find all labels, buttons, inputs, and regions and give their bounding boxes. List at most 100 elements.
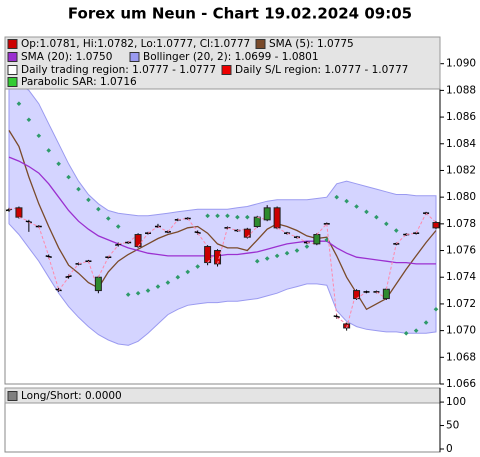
y-tick-label: 1.084 [446,138,476,150]
legend-label: Daily S/L region: 1.0777 - 1.0777 [235,64,408,76]
sar-dot [413,328,419,333]
sar-dot [384,221,389,227]
y-tick-label: 1.072 [446,298,476,310]
gap-line [227,227,238,232]
sar-dot [165,280,171,285]
indicator-line [8,130,437,311]
candle-doji [25,220,33,224]
sar-dot [135,290,141,296]
gap-line [336,316,347,325]
candle-body [134,234,142,248]
gap-line [276,227,288,234]
legend-swatch [7,77,18,87]
legend-swatch [7,65,18,75]
sar-dot [274,253,280,259]
sar-dot [86,197,91,203]
candle-body [432,222,440,229]
candle-body [313,234,321,245]
sar-dot [344,198,349,204]
sar-dot [36,133,42,139]
sar-dot [264,256,270,261]
gap-line [246,226,258,238]
sar-dot [235,214,240,220]
y-tick-label: 1.078 [446,218,476,230]
sar-dot [433,306,439,312]
candle-body [15,207,23,218]
gap-line [415,212,427,234]
sar-dot [374,214,379,220]
gap-line [68,263,79,277]
sar-dot [364,209,369,215]
candle-doji [45,255,52,258]
sar-dot [215,213,220,219]
candle-doji [65,275,72,278]
candle-body [253,216,261,228]
candle-body [263,207,271,221]
sar-dot [334,194,339,200]
y-tick-label: 1.070 [446,325,476,337]
legend-label: Op:1.0781, Hi:1.0782, Lo:1.0777, Cl:1.07… [21,38,250,50]
gap-line [316,223,328,235]
y-tick-label: 1.074 [446,271,476,283]
gap-line [217,227,228,265]
gap-line [18,216,30,222]
sar-dot [294,248,300,253]
sar-dot [225,213,230,219]
gap-line [97,256,109,278]
sar-dot [56,161,61,167]
legend-label: Daily trading region: 1.0777 - 1.0777 [21,64,216,76]
candle-body [382,288,390,300]
y-tick-label: 1.082 [446,164,476,176]
gap-line [296,236,308,243]
gap-line [286,232,298,238]
y-tick-label: 1.088 [446,84,476,96]
gap-line [48,257,60,290]
sar-dot [76,186,81,192]
gap-line [157,226,169,233]
sar-dot [46,148,52,153]
sar-dot [155,284,161,289]
y-tick-label: 1.076 [446,245,476,257]
sar-dot [16,101,22,107]
bollinger-band [8,78,437,346]
gap-line [257,216,268,221]
indicator-line [8,156,436,265]
legend-box [4,36,441,90]
chart-title: Forex um Neun - Chart 19.02.2024 09:05 [68,5,412,23]
legend-swatch [7,39,18,49]
sar-dot [354,204,359,209]
gap-line [147,226,159,234]
gap-line [306,242,317,245]
candle-body [94,276,102,292]
sar-dot [106,216,111,221]
y-tick-label: 1.068 [446,351,476,363]
gap-line [28,222,39,227]
gap-line [356,291,367,299]
gap-line [197,232,209,247]
legend-swatch [7,391,18,401]
gap-line [376,291,387,299]
sar-dot [26,117,32,123]
sar-dot [205,213,210,219]
sar-dot [115,224,121,229]
sar-dot [393,228,399,233]
y-tick-label: 50 [446,420,459,432]
candle-doji [333,315,340,319]
sar-dot [175,274,181,280]
sar-dot [403,330,409,336]
legend-label: SMA (5): 1.0775 [269,38,354,50]
gap-line [385,243,397,290]
legend-swatch [221,65,232,75]
candle-body [204,246,212,264]
gap-line [8,207,19,210]
gap-line [78,260,89,265]
candle-body [243,228,251,238]
sar-dot [96,206,101,212]
y-tick-label: 1.090 [446,58,476,70]
sar-dot [245,214,250,220]
y-tick-label: 1.080 [446,191,476,203]
sar-dot [284,250,290,256]
gap-line [177,218,188,221]
